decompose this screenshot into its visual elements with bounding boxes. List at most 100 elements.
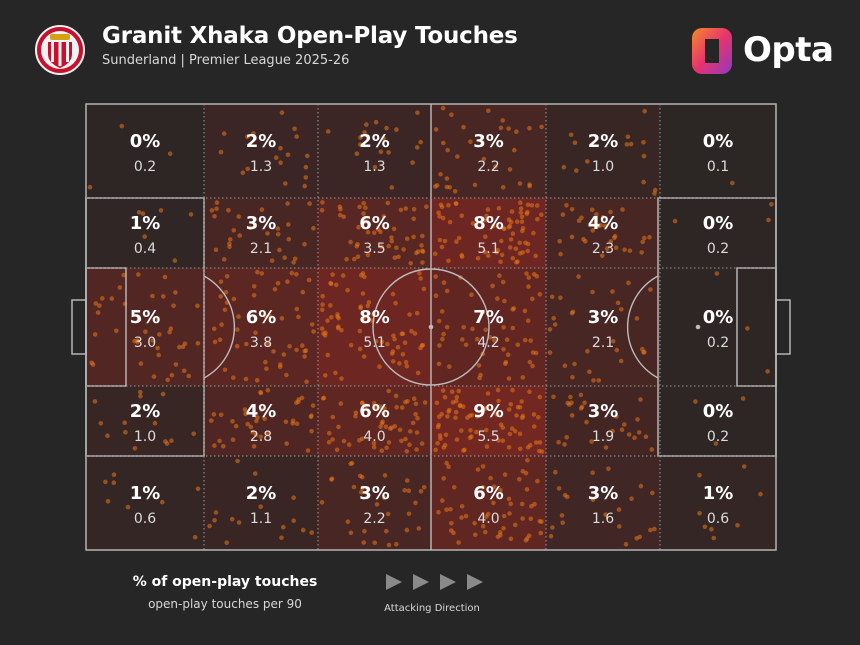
- touch-dot: [610, 289, 615, 294]
- cell-per90-label: 2.1: [250, 241, 272, 257]
- touch-dot: [218, 412, 224, 418]
- touch-dot: [639, 250, 644, 255]
- touch-dot: [207, 523, 212, 529]
- touch-dot: [500, 279, 506, 285]
- touch-dot: [561, 164, 567, 170]
- touch-dot: [460, 404, 466, 410]
- cell-percentage-label: 2%: [588, 131, 619, 152]
- touch-dot: [478, 372, 483, 378]
- heatmap-cells: [86, 104, 776, 550]
- touch-dot: [363, 205, 368, 210]
- touch-dot: [258, 390, 264, 396]
- touch-dot: [389, 235, 394, 240]
- touch-dot: [591, 378, 596, 383]
- play-arrow-icon: [413, 574, 429, 590]
- touch-dot: [410, 420, 416, 426]
- touch-dot: [735, 523, 740, 528]
- cell-percentage-label: 0%: [703, 307, 734, 328]
- touch-dot: [414, 310, 420, 316]
- cell-per90-label: 4.2: [477, 335, 499, 351]
- touch-dot: [440, 388, 446, 393]
- touch-dot: [305, 448, 311, 453]
- play-arrow-icon: [467, 574, 483, 590]
- touch-dot: [279, 535, 284, 540]
- touch-dot: [263, 314, 269, 319]
- touch-dot: [300, 527, 306, 533]
- touch-dot: [404, 449, 410, 454]
- touch-dot: [414, 250, 419, 256]
- touch-dot: [420, 248, 425, 254]
- touch-dot: [361, 211, 366, 216]
- touch-dot: [394, 404, 399, 410]
- touch-dot: [231, 296, 237, 302]
- touch-dot: [100, 296, 105, 301]
- touch-dot: [440, 105, 446, 111]
- touch-dot: [709, 526, 714, 532]
- touch-dot: [572, 361, 577, 367]
- touch-dot: [636, 430, 642, 435]
- touch-dot: [532, 501, 537, 507]
- touch-dot: [160, 391, 166, 397]
- touch-dot: [497, 273, 502, 279]
- touch-dot: [403, 436, 408, 442]
- touch-dot: [138, 361, 144, 366]
- touch-dot: [398, 207, 404, 213]
- touch-dot: [143, 329, 148, 335]
- touch-dot: [643, 434, 649, 440]
- touch-dot: [125, 504, 131, 510]
- touch-dot: [366, 300, 372, 305]
- touch-dot: [570, 374, 575, 380]
- touch-dot: [173, 290, 178, 295]
- sunderland-crest-icon: [35, 25, 85, 75]
- touch-dot: [456, 540, 461, 545]
- touch-dot: [486, 253, 491, 258]
- touch-dot: [484, 514, 489, 519]
- touch-dot: [87, 184, 93, 190]
- touch-dot: [498, 487, 503, 493]
- touch-dot: [383, 424, 389, 430]
- right-penalty-spot: [695, 324, 701, 330]
- touch-dot: [222, 367, 228, 373]
- touch-dot: [245, 421, 250, 427]
- cell-percentage-label: 9%: [473, 401, 504, 422]
- touch-dot: [352, 256, 357, 262]
- touch-dot: [394, 245, 399, 251]
- touch-dot: [539, 124, 544, 130]
- touch-dot: [212, 518, 217, 523]
- play-arrow-icon: [386, 574, 402, 590]
- touch-dot: [475, 467, 481, 472]
- touch-dot: [330, 414, 336, 420]
- touch-dot: [476, 363, 482, 368]
- touch-dot: [358, 135, 363, 140]
- touch-dot: [433, 274, 439, 279]
- page-title: Granit Xhaka Open-Play Touches: [102, 23, 518, 49]
- touch-dot: [697, 511, 702, 516]
- cell-per90-label: 2.1: [592, 335, 614, 351]
- touch-dot: [525, 318, 531, 324]
- touch-dot: [480, 464, 486, 469]
- cell-percentage-label: 8%: [473, 213, 504, 234]
- touch-dot: [498, 533, 503, 538]
- touch-dot: [404, 364, 410, 369]
- cell-per90-label: 5.5: [477, 429, 499, 445]
- touch-dot: [336, 424, 341, 430]
- touch-dot: [622, 422, 627, 427]
- touch-dot: [340, 273, 346, 278]
- touch-dot: [419, 441, 425, 446]
- touch-dot: [341, 214, 347, 220]
- touch-dot: [195, 341, 201, 346]
- touch-dot: [384, 528, 389, 534]
- touch-dot: [472, 182, 478, 188]
- touch-dot: [92, 399, 98, 404]
- touch-dot: [485, 391, 491, 396]
- touch-dot: [517, 431, 523, 437]
- touch-dot: [444, 184, 450, 190]
- touch-dot: [520, 516, 525, 521]
- cell-percentage-label: 6%: [246, 307, 277, 328]
- touch-dot: [552, 322, 558, 327]
- touch-dot: [363, 219, 368, 224]
- touch-dot: [357, 204, 362, 210]
- touch-dot: [522, 337, 528, 343]
- touch-dot: [730, 180, 735, 186]
- touch-dot: [537, 394, 543, 400]
